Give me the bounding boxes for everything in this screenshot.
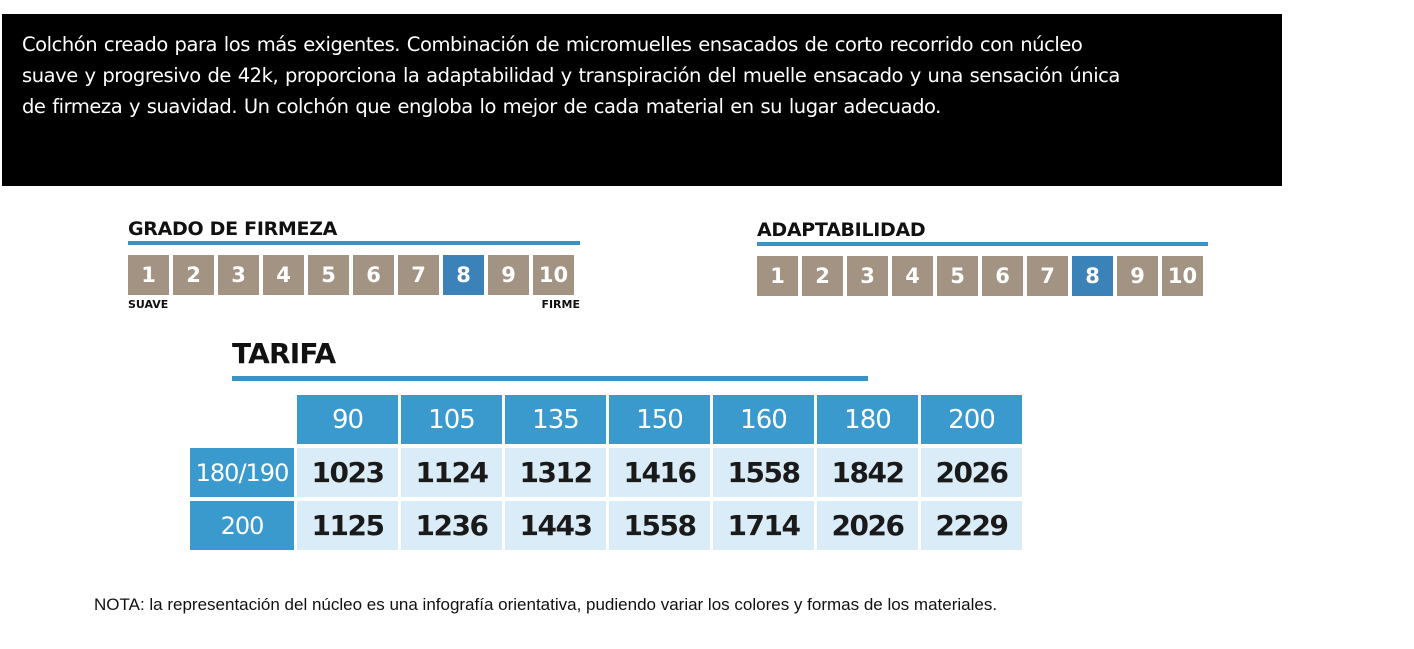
- price-cell: 1416: [609, 448, 713, 501]
- adaptabilidad-cell: 3: [847, 256, 888, 296]
- price-cell: 2026: [817, 501, 921, 554]
- price-cell: 1714: [713, 501, 817, 554]
- price-cell: 1558: [609, 501, 713, 554]
- adaptabilidad-rule: [757, 242, 1208, 246]
- firmeza-cell: 8: [443, 255, 484, 295]
- price-cell: 1558: [713, 448, 817, 501]
- firmeza-title: GRADO DE FIRMEZA: [128, 218, 338, 240]
- width-header: 135: [505, 395, 609, 448]
- table-row: 180/190 1023 1124 1312 1416 1558 1842 20…: [190, 448, 1025, 501]
- firmeza-cell: 9: [488, 255, 529, 295]
- adaptabilidad-cell: 9: [1117, 256, 1158, 296]
- adaptabilidad-cell: 1: [757, 256, 798, 296]
- price-cell: 1125: [297, 501, 401, 554]
- tarifa-rule: [232, 376, 868, 381]
- price-cell: 1312: [505, 448, 609, 501]
- adaptabilidad-cell: 6: [982, 256, 1023, 296]
- firmeza-cells: 1 2 3 4 5 6 7 8 9 10: [128, 255, 580, 295]
- price-cell: 1236: [401, 501, 505, 554]
- description-text: Colchón creado para los más exigentes. C…: [22, 29, 1262, 122]
- price-cell: 2229: [921, 501, 1025, 554]
- suave-label: SUAVE: [128, 298, 169, 311]
- adaptabilidad-cells: 1 2 3 4 5 6 7 8 9 10: [757, 256, 1208, 296]
- firmeza-scale: GRADO DE FIRMEZA 1 2 3 4 5 6 7 8 9 10 SU…: [128, 217, 580, 311]
- adaptabilidad-cell: 4: [892, 256, 933, 296]
- nota-text: NOTA: la representación del núcleo es un…: [94, 595, 998, 614]
- firmeza-cell: 10: [533, 255, 574, 295]
- firmeza-cell: 5: [308, 255, 349, 295]
- description-line: Colchón creado para los más exigentes. C…: [22, 33, 1083, 56]
- firmeza-ends: SUAVE FIRME: [128, 298, 580, 311]
- adaptabilidad-cell: 5: [937, 256, 978, 296]
- description-box: Colchón creado para los más exigentes. C…: [2, 14, 1282, 186]
- firmeza-cell: 2: [173, 255, 214, 295]
- firmeza-cell: 1: [128, 255, 169, 295]
- width-header: 150: [609, 395, 713, 448]
- adaptabilidad-title: ADAPTABILIDAD: [757, 219, 926, 241]
- table-header-row: 90 105 135 150 160 180 200: [190, 395, 1025, 448]
- firmeza-cell: 6: [353, 255, 394, 295]
- width-header: 90: [297, 395, 401, 448]
- adaptabilidad-cell: 2: [802, 256, 843, 296]
- adaptabilidad-scale: ADAPTABILIDAD 1 2 3 4 5 6 7 8 9 10: [757, 218, 1208, 296]
- adaptabilidad-cell: 10: [1162, 256, 1203, 296]
- price-cell: 1124: [401, 448, 505, 501]
- price-cell: 2026: [921, 448, 1025, 501]
- firmeza-rule: [128, 241, 580, 245]
- firmeza-cell: 3: [218, 255, 259, 295]
- price-cell: 1842: [817, 448, 921, 501]
- firmeza-cell: 7: [398, 255, 439, 295]
- firme-label: FIRME: [541, 298, 580, 311]
- length-header: 200: [190, 501, 297, 554]
- price-cell: 1023: [297, 448, 401, 501]
- table-row: 200 1125 1236 1443 1558 1714 2026 2229: [190, 501, 1025, 554]
- adaptabilidad-cell: 8: [1072, 256, 1113, 296]
- length-header: 180/190: [190, 448, 297, 501]
- width-header: 105: [401, 395, 505, 448]
- description-line: suave y progresivo de 42k, proporciona l…: [22, 64, 1120, 87]
- width-header: 200: [921, 395, 1025, 448]
- adaptabilidad-cell: 7: [1027, 256, 1068, 296]
- tarifa-title: TARIFA: [232, 337, 336, 370]
- table-corner: [190, 395, 297, 448]
- price-table: 90 105 135 150 160 180 200 180/190 1023 …: [190, 395, 1025, 554]
- price-cell: 1443: [505, 501, 609, 554]
- description-line: de firmeza y suavidad. Un colchón que en…: [22, 95, 941, 118]
- firmeza-cell: 4: [263, 255, 304, 295]
- width-header: 180: [817, 395, 921, 448]
- width-header: 160: [713, 395, 817, 448]
